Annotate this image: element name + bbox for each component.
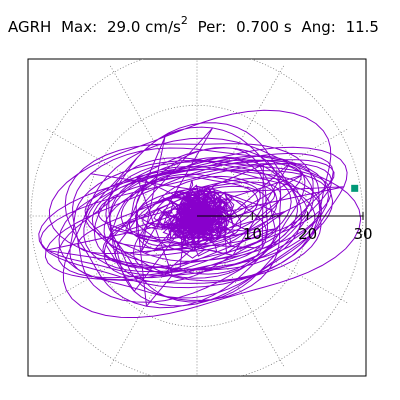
grid-spoke: [45, 128, 150, 189]
orbit-core: [153, 179, 235, 259]
grid-spoke: [244, 128, 349, 189]
grid-spoke: [109, 263, 170, 368]
motion-trace: [38, 109, 362, 319]
orbit-loops: [38, 109, 362, 319]
angle-label: Ang:: [301, 18, 336, 36]
grid-spoke: [45, 243, 150, 304]
angle-value: 11.5: [345, 18, 379, 36]
grid-spoke: [109, 64, 170, 169]
radial-axis: 10 20 30: [197, 184, 373, 243]
chart-title: AGRH Max: 29.0 cm/s2 Per: 0.700 s Ang: 1…: [8, 14, 384, 36]
period-label: Per:: [197, 18, 227, 36]
station-code: AGRH: [8, 18, 52, 36]
period-value: 0.700 s: [236, 18, 292, 36]
grid-spoke: [244, 243, 349, 304]
radial-tick-label: 10: [243, 225, 262, 243]
max-value: 29.0 cm/s2: [106, 14, 188, 36]
grid-spoke: [224, 64, 285, 169]
radial-tick-label: 20: [298, 225, 317, 243]
plot-frame: [27, 58, 367, 377]
radial-tick-label: 30: [353, 225, 372, 243]
end-marker: [351, 184, 359, 192]
max-label: Max:: [61, 18, 98, 36]
grid-spoke: [224, 263, 285, 368]
